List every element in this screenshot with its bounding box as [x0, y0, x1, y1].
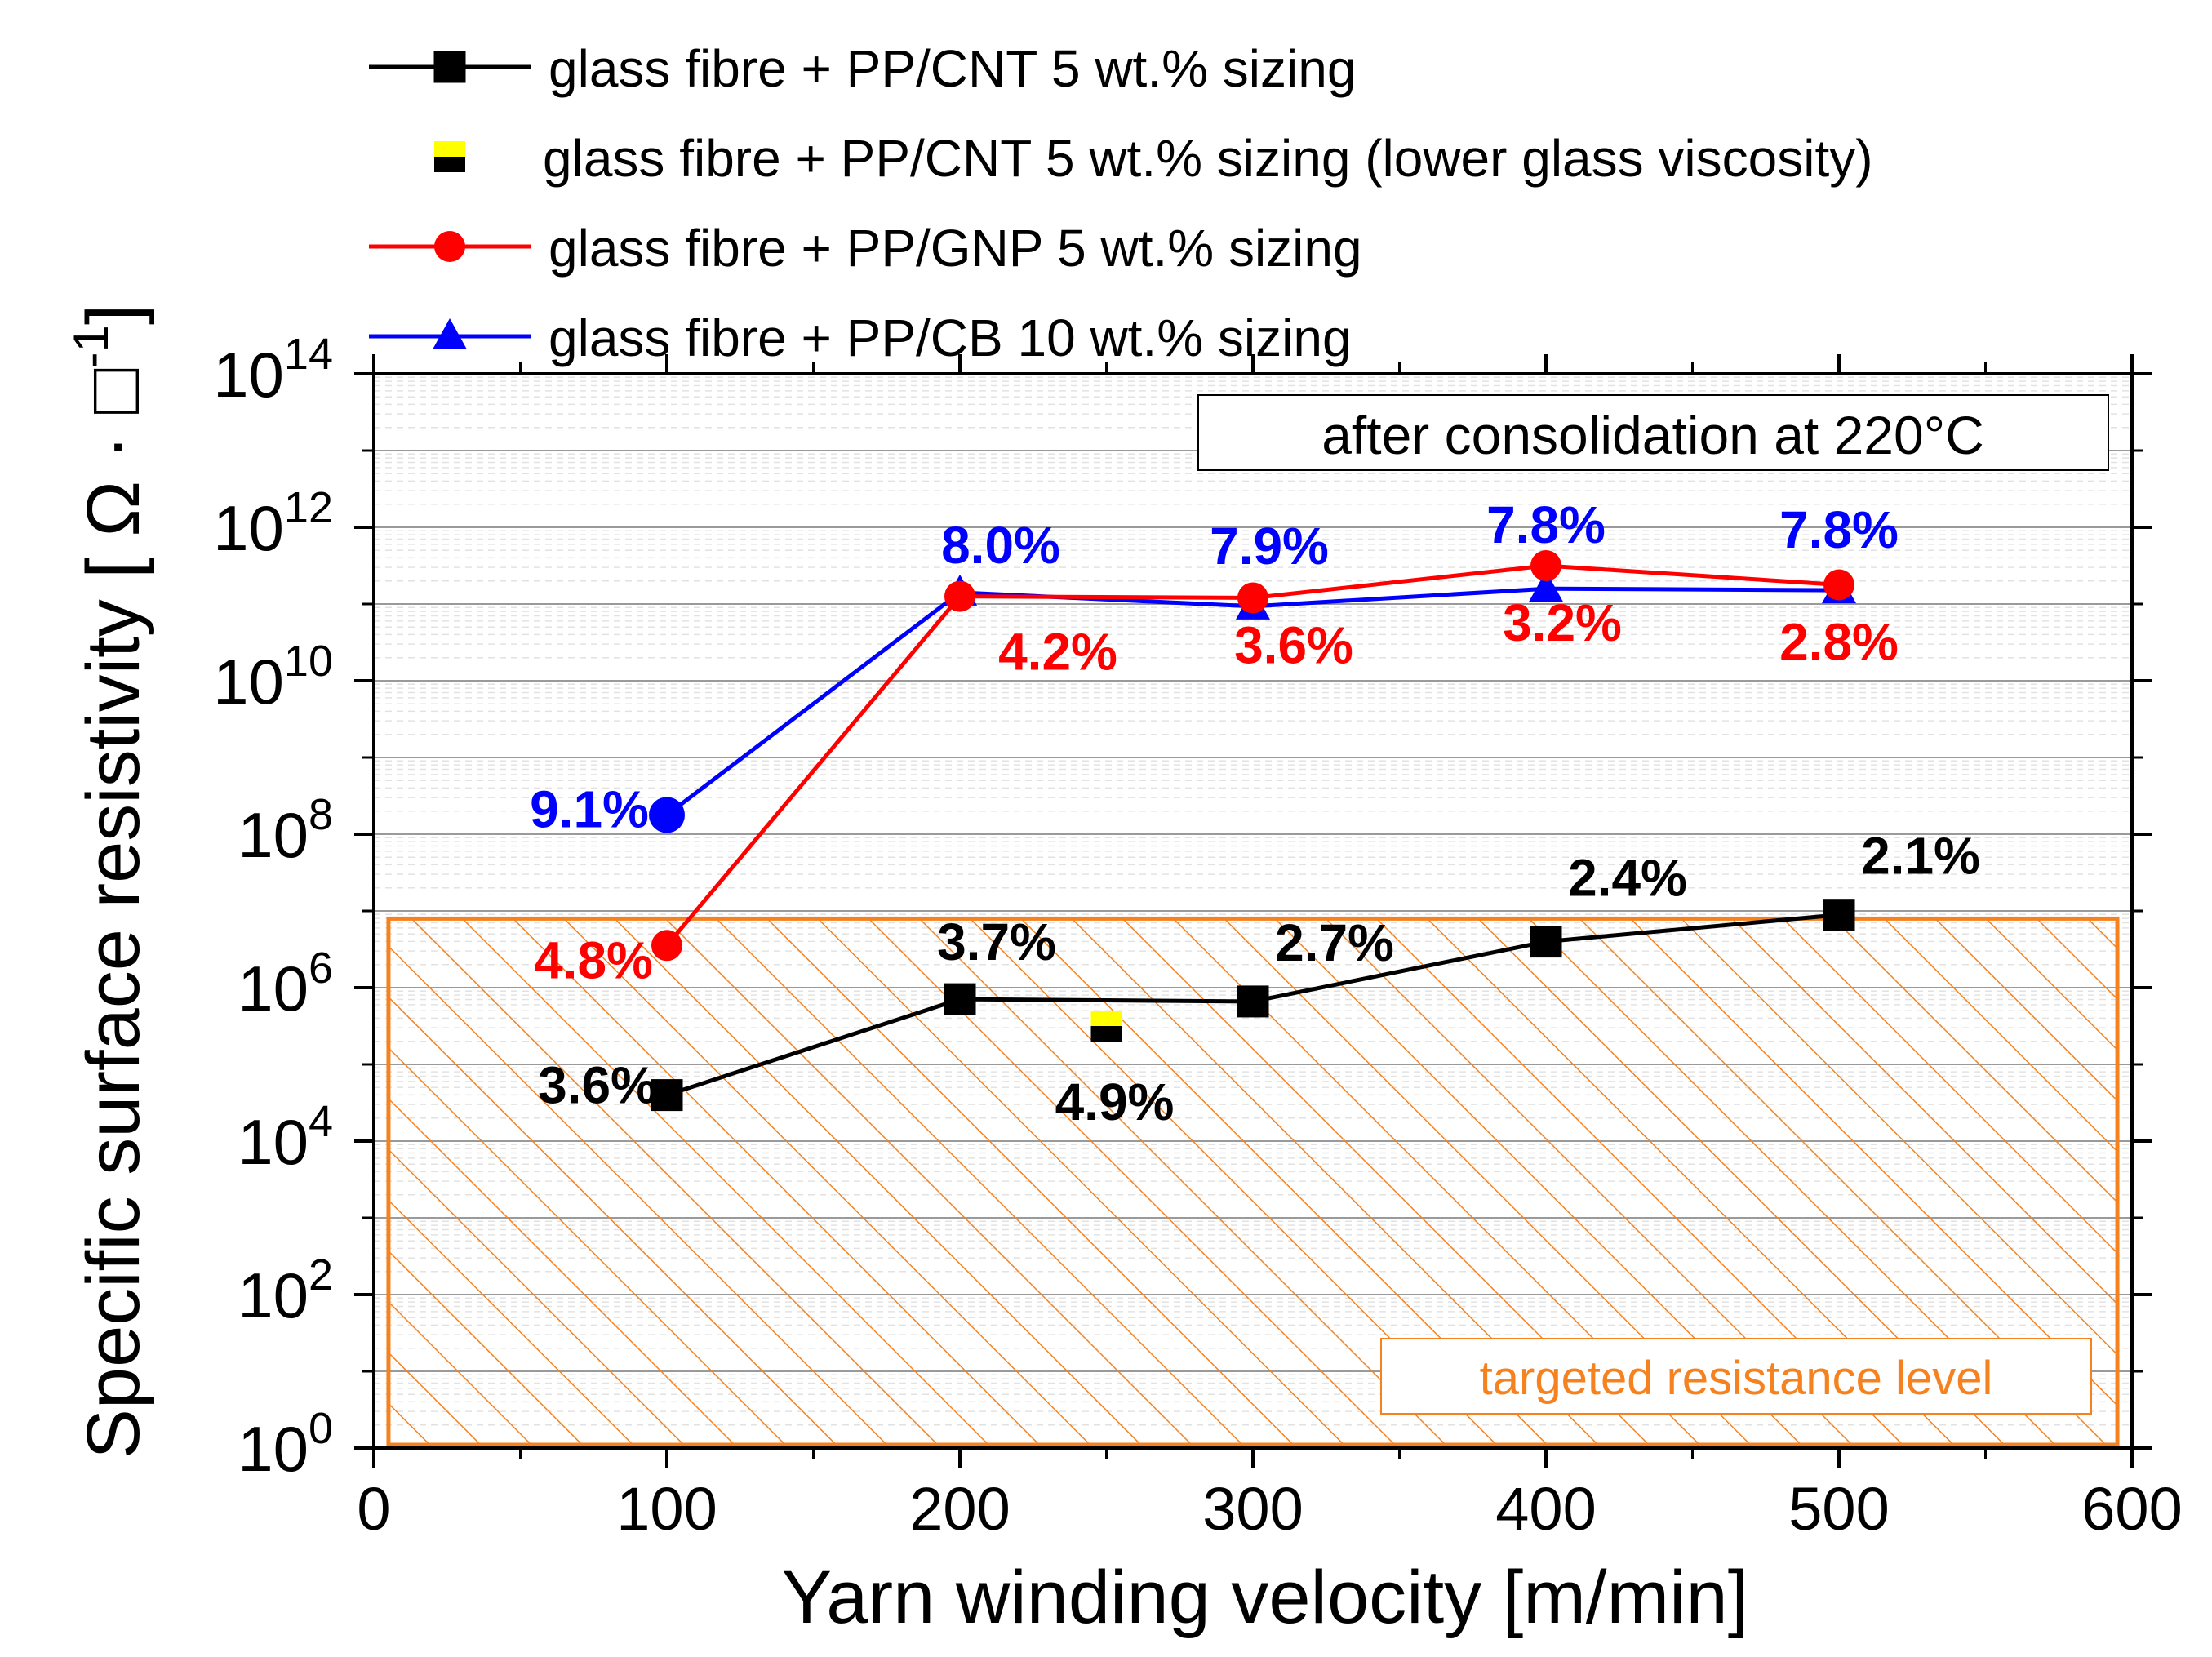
series-layer	[649, 550, 1856, 1112]
data-point	[944, 983, 976, 1015]
y-tick-label: 100	[238, 1404, 333, 1485]
annotation-box: after consolidation at 220°C	[1197, 394, 2109, 471]
y-tick-base: 10	[238, 1413, 309, 1485]
data-point	[1823, 569, 1854, 601]
data-point	[1530, 550, 1561, 581]
data-label: 9.1%	[530, 780, 649, 839]
x-tick-label: 100	[616, 1475, 717, 1543]
y-tick-base: 10	[238, 953, 309, 1024]
legend-entry: glass fibre + PP/CB 10 wt.% sizing	[369, 309, 1352, 367]
data-point	[1237, 985, 1269, 1018]
data-labels-layer: 3.6% 3.7% 2.7% 2.4% 2.1% 4.9% 4.8% 4.2% 3.6% 3.2%…	[530, 495, 1980, 1131]
legend-entry: glass fibre + PP/GNP 5 wt.% sizing	[369, 219, 1362, 278]
data-point	[651, 1079, 683, 1112]
legend-label: glass fibre + PP/CNT 5 wt.% sizing	[549, 39, 1356, 98]
y-tick-exponent: 14	[284, 330, 333, 379]
legend-marker	[434, 141, 465, 172]
y-tick-label: 102	[238, 1251, 333, 1331]
data-label: 2.1%	[1861, 827, 1980, 886]
y-tick-base: 10	[213, 492, 284, 564]
y-tick-label: 1010	[213, 637, 333, 717]
legend-marker	[433, 51, 466, 83]
x-tick-label: 200	[909, 1475, 1010, 1543]
data-label: 3.2%	[1503, 593, 1622, 652]
data-point	[1529, 571, 1563, 602]
y-tick-exponent: 4	[309, 1097, 333, 1146]
marker-upper-half	[1090, 1011, 1122, 1026]
legend-entry: glass fibre + PP/CNT 5 wt.% sizing (lowe…	[434, 129, 1873, 188]
y-tick-label: 104	[238, 1097, 333, 1178]
data-label: 2.4%	[1568, 849, 1687, 908]
y-tick-base: 10	[213, 646, 284, 717]
data-label: 4.9%	[1055, 1073, 1175, 1131]
y-tick-exponent: 12	[284, 483, 333, 532]
data-label: 3.6%	[538, 1056, 657, 1115]
y-tick-label: 106	[238, 944, 333, 1024]
data-label: 7.9%	[1210, 517, 1329, 575]
data-point	[1237, 582, 1268, 614]
y-tick-exponent: 8	[309, 790, 333, 839]
y-tick-label: 108	[238, 790, 333, 871]
x-tick-label: 0	[357, 1475, 390, 1543]
data-label: 3.6%	[1234, 615, 1353, 674]
data-label: 2.8%	[1779, 613, 1899, 672]
marker-upper-half	[434, 141, 465, 157]
data-label: 7.8%	[1779, 500, 1899, 559]
data-point	[651, 930, 682, 962]
x-tick-label: 400	[1495, 1475, 1596, 1543]
x-tick-label: 500	[1788, 1475, 1889, 1543]
axis-ticks: 0 100 200 300 400 500 600100102104106108101010…	[213, 330, 2183, 1543]
data-label: 7.8%	[1486, 495, 1606, 554]
y-tick-base: 10	[213, 339, 284, 411]
data-label: 4.8%	[534, 931, 653, 989]
legend-label: glass fibre + PP/GNP 5 wt.% sizing	[549, 219, 1362, 278]
data-label: 8.0%	[941, 516, 1060, 575]
data-label: 4.2%	[998, 623, 1117, 682]
y-axis-title-sup: -1	[64, 325, 118, 368]
y-tick-label: 1012	[213, 483, 333, 564]
y-tick-base: 10	[238, 799, 309, 871]
data-point	[1823, 899, 1855, 931]
legend: glass fibre + PP/CNT 5 wt.% sizing glass …	[369, 39, 1873, 367]
y-axis-title-main: Specific surface resistivity [ Ω · □	[72, 368, 155, 1459]
y-tick-base: 10	[238, 1259, 309, 1331]
y-axis-title: Specific surface resistivity [ Ω · □-1]	[64, 304, 155, 1459]
data-label: 3.7%	[937, 913, 1056, 971]
data-point	[649, 797, 685, 833]
y-tick-exponent: 2	[309, 1251, 333, 1299]
y-tick-exponent: 6	[309, 944, 333, 993]
y-tick-exponent: 10	[284, 637, 333, 686]
y-axis-title-close: ]	[72, 304, 155, 326]
target-label-text: targeted resistance level	[1480, 1352, 1993, 1405]
y-tick-base: 10	[238, 1106, 309, 1178]
y-tick-exponent: 0	[309, 1404, 333, 1453]
legend-entry: glass fibre + PP/CNT 5 wt.% sizing	[369, 39, 1356, 98]
annotation-text: after consolidation at 220°C	[1321, 405, 1984, 465]
x-tick-label: 600	[2081, 1475, 2182, 1543]
target-label-box: targeted resistance level	[1380, 1338, 2092, 1415]
x-axis-title: Yarn winding velocity [m/min]	[782, 1556, 1749, 1639]
legend-label: glass fibre + PP/CNT 5 wt.% sizing (lowe…	[543, 129, 1873, 188]
legend-label: glass fibre + PP/CB 10 wt.% sizing	[549, 309, 1352, 367]
legend-marker	[433, 318, 467, 349]
data-point	[944, 580, 975, 612]
y-tick-label: 1014	[213, 330, 333, 411]
legend-marker	[434, 231, 465, 262]
data-label: 2.7%	[1275, 913, 1394, 972]
data-point	[1530, 926, 1562, 958]
x-tick-label: 300	[1202, 1475, 1303, 1543]
data-point	[1090, 1011, 1122, 1042]
